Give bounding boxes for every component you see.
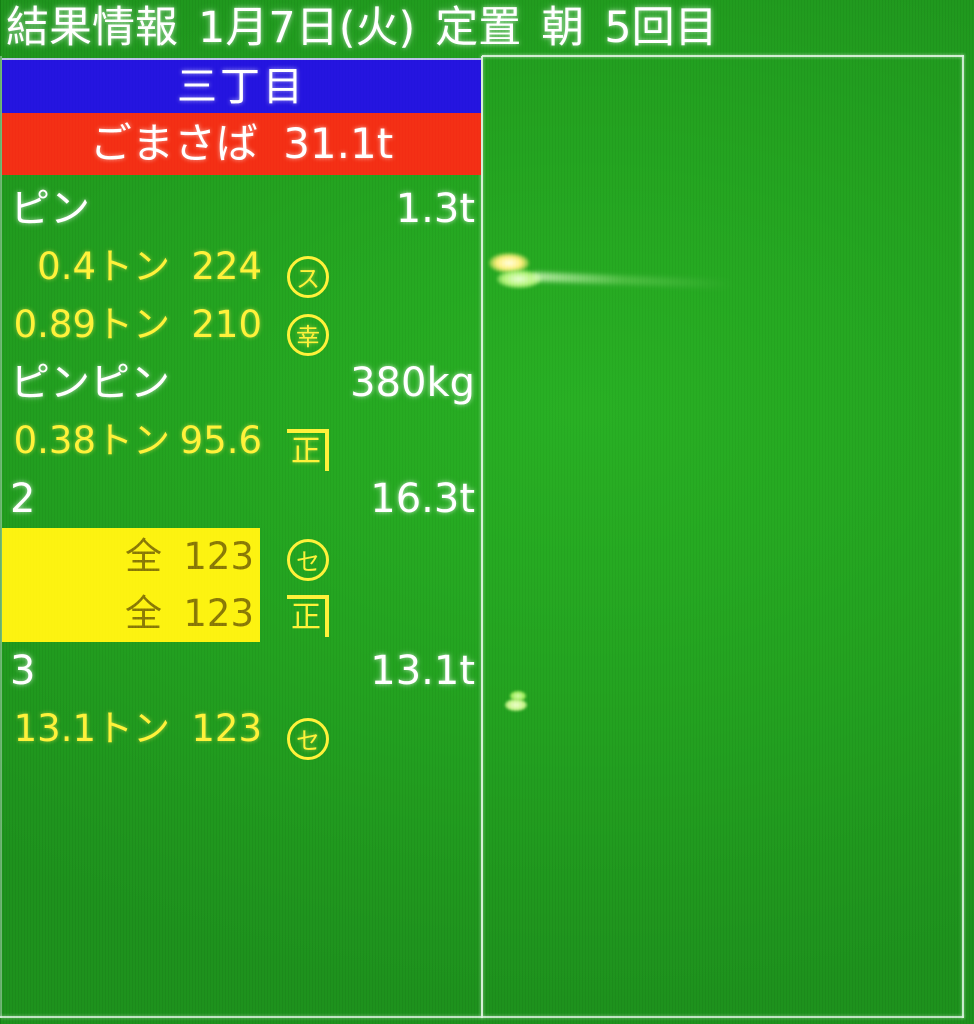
divider-vertical-middle xyxy=(481,56,483,1018)
size-group-name: 2 xyxy=(10,476,36,522)
size-group-name: ピン xyxy=(10,186,90,232)
highlighted-rows-block[interactable]: 全 123 全 123 xyxy=(2,528,260,642)
divider-horizontal-bottom xyxy=(0,1016,964,1018)
size-group-total-weight: 13.1t xyxy=(370,648,475,694)
screen-glare-spot xyxy=(497,270,541,288)
stamp-cell: 幸 xyxy=(284,296,332,356)
species-name-label: ごまさば xyxy=(89,119,258,168)
catch-row[interactable]: 0.38トン 95.6 正 xyxy=(2,412,481,471)
catch-count: 123 xyxy=(183,592,254,635)
stamp-column: セ正 xyxy=(284,528,332,642)
header-gear: 定置 xyxy=(435,2,522,53)
screen-glare-spot xyxy=(505,699,527,711)
size-group[interactable]: ピンピン 380kg 0.38トン 95.6 正 xyxy=(2,354,481,471)
species-summary-bar: ごまさば 31.1t xyxy=(2,113,481,175)
screen-glare-spot xyxy=(510,691,526,701)
size-group-header: 2 16.3t xyxy=(2,470,481,528)
results-panel: 三丁目 ごまさば 31.1t ピン 1.3t 0.4トン 224 ス 0.89トン 210 幸… xyxy=(2,58,481,1016)
page-header: 結果情報 1月7日(火) 定置 朝 5回目 xyxy=(0,0,974,55)
size-group-header: ピンピン 380kg xyxy=(2,354,481,412)
size-group-name: ピンピン xyxy=(10,360,170,406)
size-group[interactable]: 3 13.1t 13.1トン 123 セ xyxy=(2,642,481,760)
screen-glare-streak xyxy=(532,272,734,289)
screen-glare-spot xyxy=(489,253,529,273)
size-group-header: ピン 1.3t xyxy=(2,180,481,238)
catch-count: 224 xyxy=(191,245,262,288)
species-weight-label: 31.1t xyxy=(283,119,394,168)
size-group-total-weight: 380kg xyxy=(350,360,475,406)
buyer-stamp-icon: セ xyxy=(287,539,329,581)
header-date: 1月7日(火) xyxy=(198,2,416,53)
catch-amount: 0.89トン xyxy=(13,303,170,346)
buyer-stamp-icon: セ xyxy=(287,718,329,760)
catch-count: 123 xyxy=(191,707,262,750)
catch-amount: 全 xyxy=(125,592,162,635)
catch-row[interactable]: 0.4トン 224 ス xyxy=(2,238,481,298)
size-group[interactable]: 2 16.3t 全 123 全 123 xyxy=(2,470,481,642)
catch-count: 210 xyxy=(191,303,262,346)
divider-horizontal-top xyxy=(482,55,964,57)
header-trip: 5回目 xyxy=(604,2,718,53)
buyer-stamp-icon: 幸 xyxy=(287,314,329,356)
catch-count: 123 xyxy=(183,535,254,578)
divider-vertical-left xyxy=(0,56,2,1018)
catch-amount: 13.1トン xyxy=(13,707,170,750)
size-group-total-weight: 1.3t xyxy=(395,186,475,232)
catch-amount: 全 xyxy=(125,535,162,578)
buyer-stamp-icon: 正 xyxy=(287,429,329,471)
size-group-name: 3 xyxy=(10,648,36,694)
catch-amount: 0.38トン xyxy=(13,419,170,462)
location-title-bar: 三丁目 xyxy=(2,58,481,115)
catch-row[interactable]: 13.1トン 123 セ xyxy=(2,700,481,760)
divider-vertical-right xyxy=(962,55,964,1018)
stamp-cell: 正 xyxy=(284,585,332,642)
location-title-label: 三丁目 xyxy=(177,64,306,110)
stamp-cell: セ xyxy=(284,700,332,760)
buyer-stamp-icon: ス xyxy=(287,256,329,298)
catch-amount: 0.4トン xyxy=(37,245,170,288)
stamp-cell: セ xyxy=(284,528,332,585)
size-group[interactable]: ピン 1.3t 0.4トン 224 ス 0.89トン 210 幸 xyxy=(2,180,481,356)
buyer-stamp-icon: 正 xyxy=(287,595,329,637)
catch-count: 95.6 xyxy=(179,419,262,462)
stamp-cell: 正 xyxy=(284,412,332,471)
header-title: 結果情報 xyxy=(6,2,178,53)
size-group-total-weight: 16.3t xyxy=(370,476,475,522)
size-group-header: 3 13.1t xyxy=(2,642,481,700)
detail-panel xyxy=(483,57,962,1016)
stamp-cell: ス xyxy=(284,238,332,298)
catch-row[interactable]: 全 123 xyxy=(2,528,260,585)
catch-row[interactable]: 0.89トン 210 幸 xyxy=(2,296,481,356)
catch-row[interactable]: 全 123 xyxy=(2,585,260,642)
header-period: 朝 xyxy=(541,2,585,53)
